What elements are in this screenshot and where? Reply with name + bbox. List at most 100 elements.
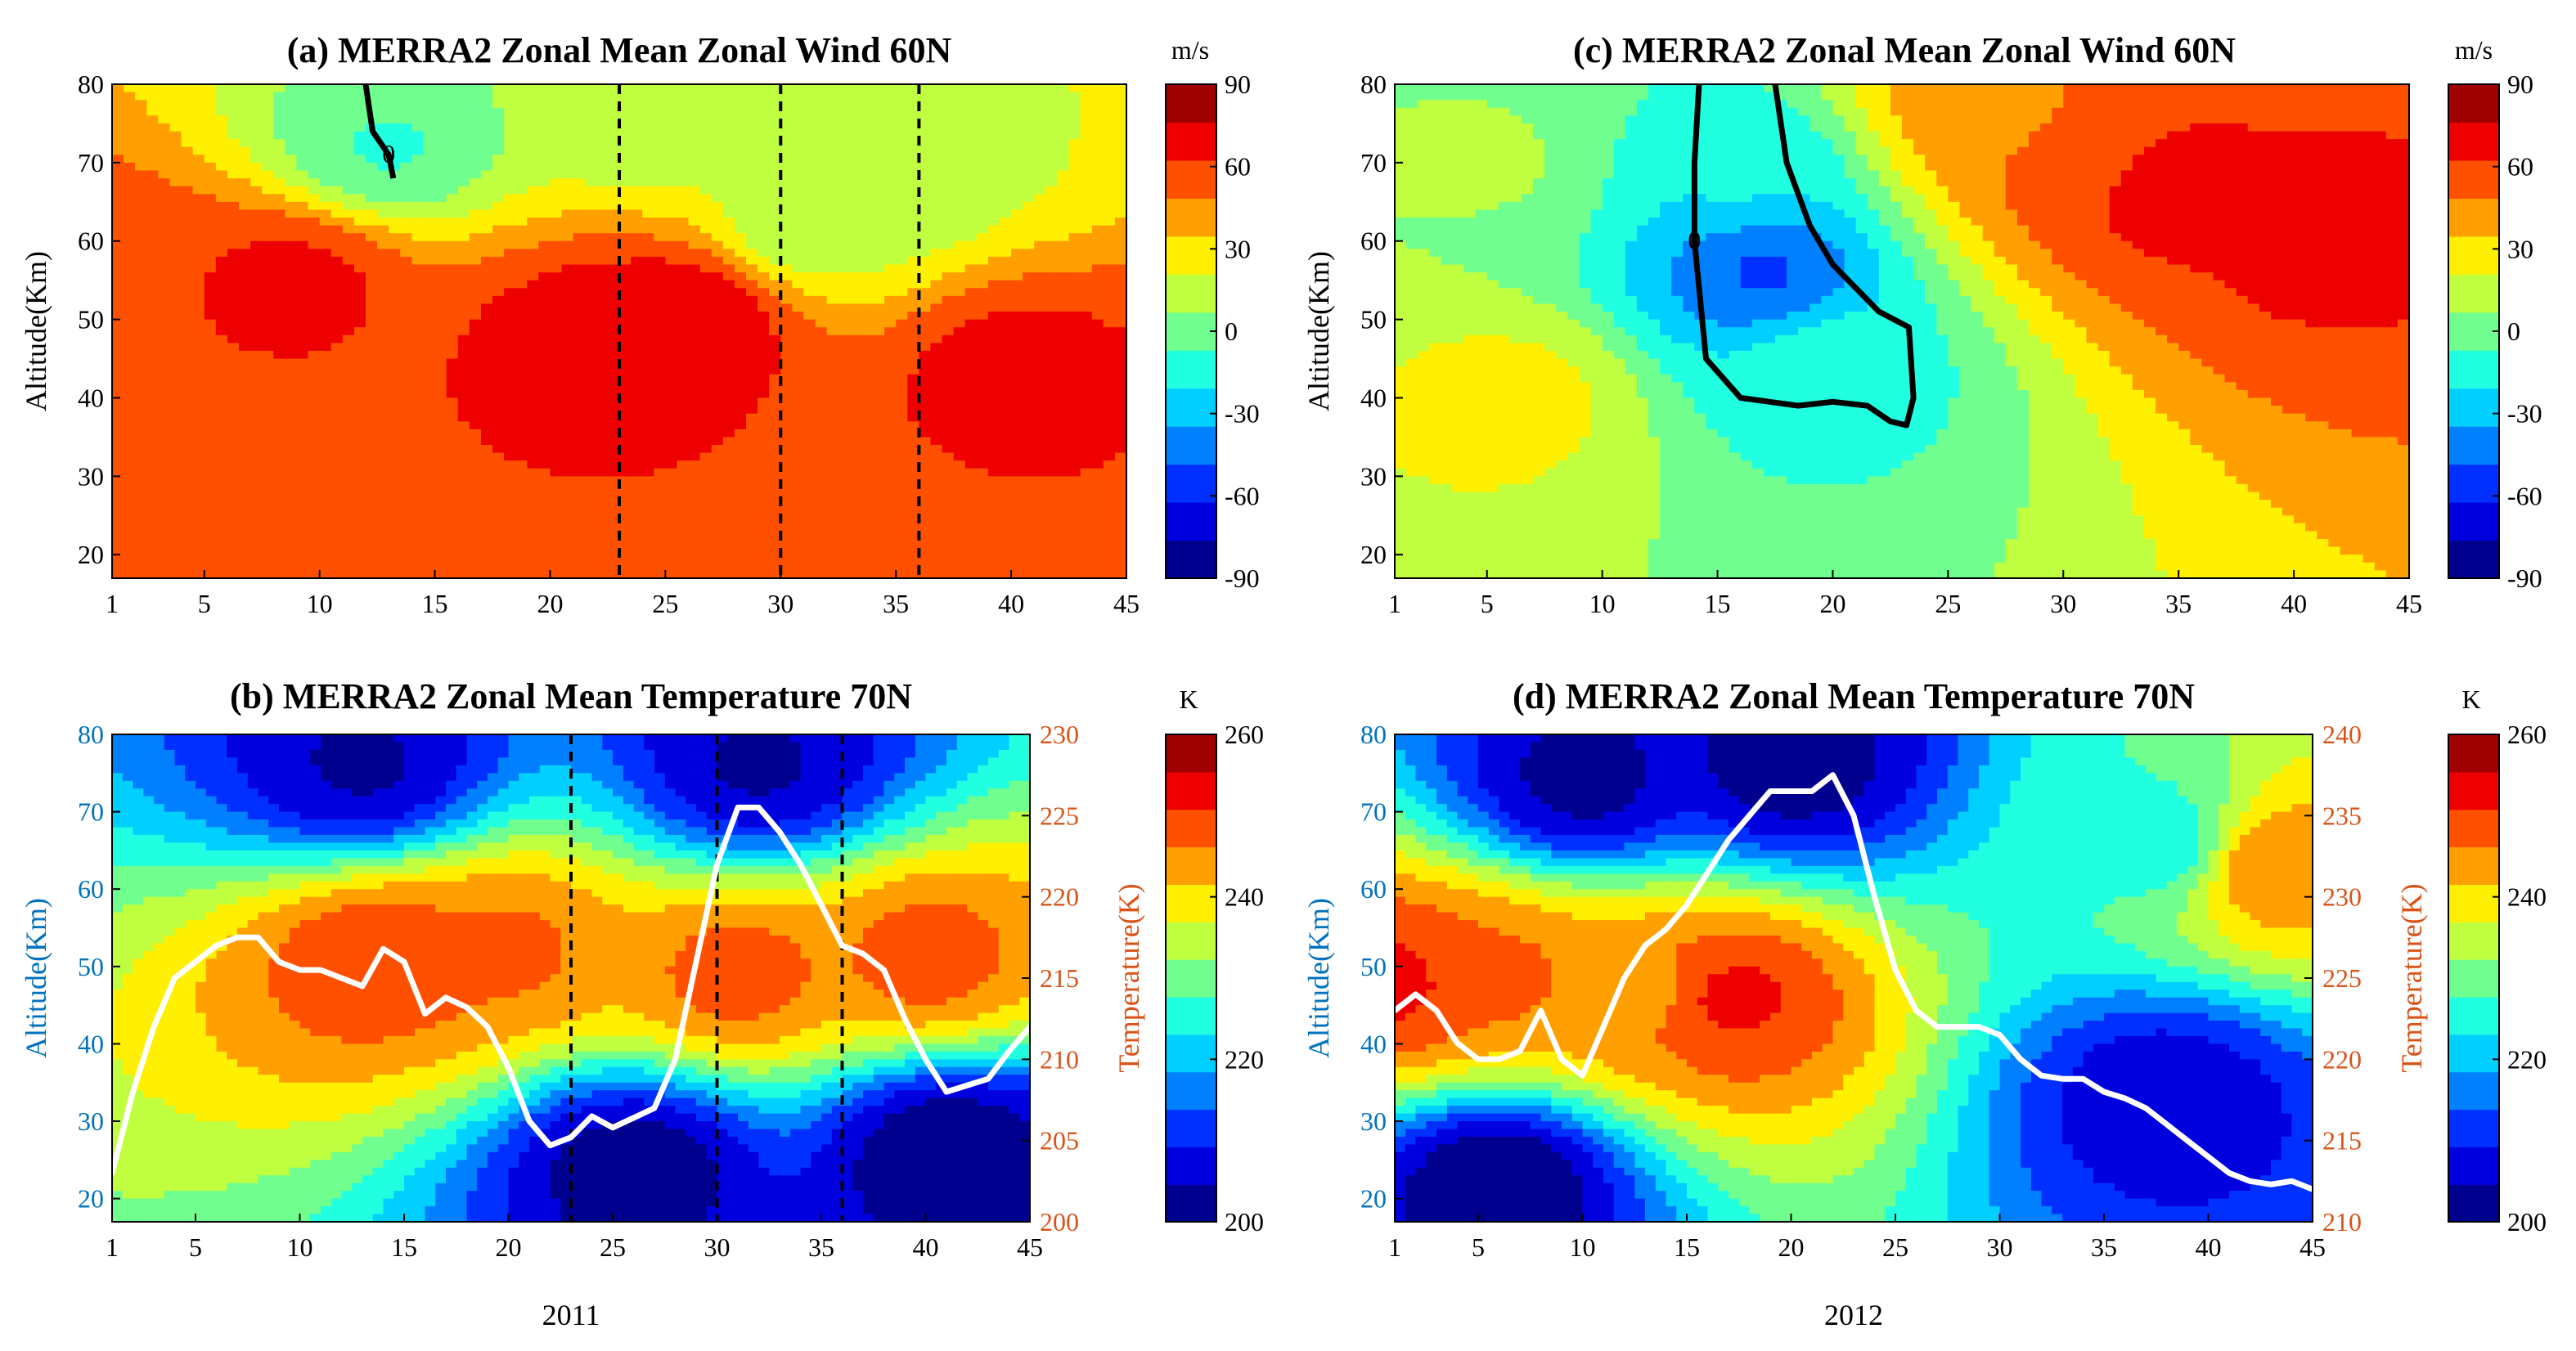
field-cell xyxy=(619,500,632,509)
field-cell xyxy=(515,295,528,305)
field-cell xyxy=(1068,327,1081,336)
field-cell xyxy=(654,131,667,140)
field-cell xyxy=(204,84,217,93)
field-cell xyxy=(769,382,782,391)
field-cell xyxy=(124,217,136,227)
field-cell xyxy=(1091,288,1104,297)
field-cell xyxy=(919,303,932,312)
field-cell xyxy=(112,107,124,117)
field-cell xyxy=(677,84,690,93)
field-cell xyxy=(169,162,182,172)
field-cell xyxy=(135,178,148,187)
field-cell xyxy=(584,131,597,140)
field-cell xyxy=(239,201,251,211)
field-cell xyxy=(1080,240,1093,250)
field-cell xyxy=(699,429,713,438)
field-cell xyxy=(1000,131,1012,140)
field-cell xyxy=(1045,201,1059,211)
field-cell xyxy=(1057,303,1070,312)
field-cell xyxy=(930,217,943,227)
field-cell xyxy=(239,319,251,329)
field-cell xyxy=(411,500,425,509)
field-cell xyxy=(596,272,609,281)
field-cell xyxy=(366,468,378,478)
field-cell xyxy=(342,217,355,227)
field-cell xyxy=(389,343,402,352)
field-cell xyxy=(573,500,586,509)
field-cell xyxy=(146,445,160,454)
field-cell xyxy=(308,523,321,532)
field-cell xyxy=(469,84,482,93)
field-cell xyxy=(550,280,563,290)
field-cell xyxy=(527,178,540,187)
field-cell xyxy=(838,84,851,93)
field-cell xyxy=(792,523,805,532)
field-cell xyxy=(515,123,528,132)
field-cell xyxy=(1057,389,1070,399)
field-cell xyxy=(400,107,413,117)
field-cell xyxy=(677,406,690,415)
field-cell xyxy=(146,225,160,234)
field-cell xyxy=(353,421,366,430)
field-cell xyxy=(826,312,839,321)
field-cell xyxy=(1000,225,1012,234)
field-cell xyxy=(722,92,735,101)
field-cell xyxy=(319,312,332,321)
field-cell xyxy=(215,139,228,148)
field-cell xyxy=(457,413,470,423)
field-cell xyxy=(434,162,447,172)
field-cell xyxy=(504,92,516,101)
field-cell xyxy=(389,92,402,101)
field-cell xyxy=(884,445,897,454)
field-cell xyxy=(423,84,436,93)
field-cell xyxy=(815,327,828,336)
field-cell xyxy=(1034,476,1047,485)
field-cell xyxy=(780,476,793,485)
field-cell xyxy=(942,460,955,469)
field-cell xyxy=(942,429,955,438)
field-cell xyxy=(1000,146,1012,156)
field-cell xyxy=(688,155,701,164)
field-cell xyxy=(987,406,1000,415)
field-cell xyxy=(400,468,413,478)
field-cell xyxy=(734,256,747,266)
field-cell xyxy=(527,264,540,273)
field-cell xyxy=(792,350,805,360)
field-cell xyxy=(1034,288,1047,297)
field-cell xyxy=(411,382,425,391)
field-cell xyxy=(366,170,378,179)
field-cell xyxy=(1080,389,1093,399)
field-cell xyxy=(722,445,735,454)
field-cell xyxy=(665,460,678,469)
field-cell xyxy=(631,249,643,258)
field-cell xyxy=(192,170,205,179)
field-cell xyxy=(1034,100,1047,109)
field-cell xyxy=(849,445,862,454)
field-cell xyxy=(527,123,540,132)
field-cell xyxy=(423,272,436,281)
field-cell xyxy=(746,249,758,258)
field-cell xyxy=(758,374,770,384)
field-cell xyxy=(596,209,609,218)
field-cell xyxy=(135,491,148,500)
field-cell xyxy=(584,374,597,384)
field-cell xyxy=(607,201,620,211)
field-cell xyxy=(861,139,874,148)
field-cell xyxy=(561,366,574,375)
field-cell xyxy=(573,155,586,164)
field-cell xyxy=(366,84,378,93)
field-cell xyxy=(896,319,909,329)
field-cell xyxy=(273,406,286,415)
field-cell xyxy=(942,115,955,124)
field-cell xyxy=(457,303,470,312)
field-cell xyxy=(262,374,275,384)
field-cell xyxy=(561,515,574,524)
field-cell xyxy=(1103,343,1116,352)
field-cell xyxy=(366,397,378,406)
field-cell xyxy=(457,421,470,430)
field-cell xyxy=(919,491,932,500)
field-cell xyxy=(642,295,655,305)
field-cell xyxy=(515,334,528,344)
field-cell xyxy=(400,146,413,156)
field-cell xyxy=(607,397,620,406)
